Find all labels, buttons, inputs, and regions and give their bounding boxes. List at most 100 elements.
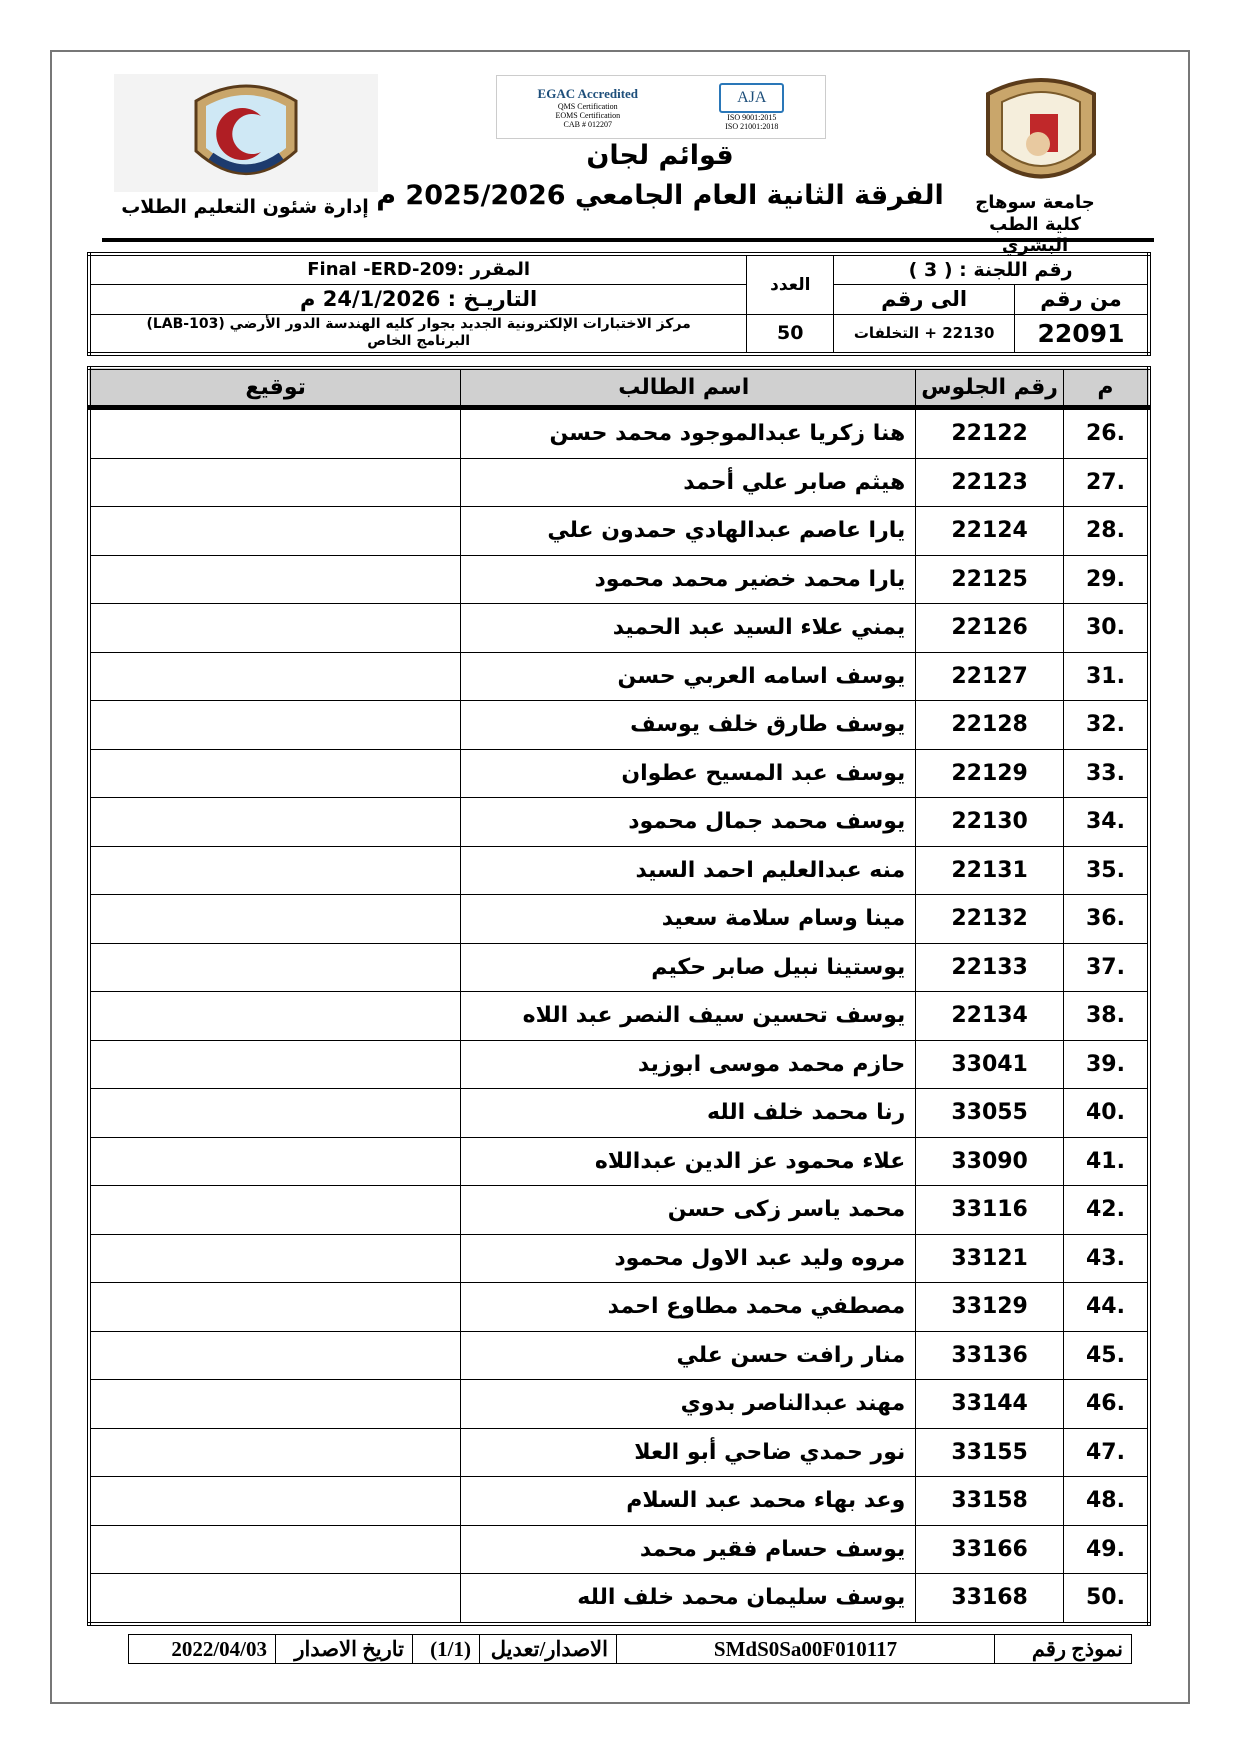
signature-cell[interactable] (88, 1039, 462, 1089)
page-frame (50, 50, 1190, 1704)
row-index: .29 (1062, 554, 1150, 604)
table-row: .37 22133 يوستينا نبيل صابر حكيم (88, 942, 1150, 992)
row-index: .44 (1062, 1282, 1150, 1332)
from-number: 22091 (1014, 313, 1150, 355)
table-row: .36 22132 مينا وسام سلامة سعيد (88, 894, 1150, 944)
student-affairs-dept: إدارة شئون التعليم الطلاب (121, 196, 369, 218)
seat-number: 22127 (915, 651, 1064, 701)
faculty-of-medicine-logo (114, 74, 378, 192)
table-row: .26 22122 هنا زكريا عبدالموجود محمد حسن (88, 407, 1150, 459)
signature-cell[interactable] (88, 1282, 462, 1332)
table-row: .41 33090 علاء محمود عز الدين عبداللاه (88, 1136, 1150, 1186)
student-name: يوسف حسام فقير محمد (460, 1524, 917, 1574)
row-index: .40 (1062, 1088, 1150, 1138)
signature-cell[interactable] (88, 1524, 462, 1574)
row-index: .32 (1062, 700, 1150, 750)
seat-number: 33129 (915, 1282, 1064, 1332)
signature-cell[interactable] (88, 1185, 462, 1235)
table-row: .31 22127 يوسف اسامه العربي حسن (88, 651, 1150, 701)
version-label: الاصدار/تعديل (479, 1634, 617, 1664)
signature-cell[interactable] (88, 603, 462, 653)
student-name: يوسف محمد جمال محمود (460, 797, 917, 847)
students-table: م رقم الجلوس اسم الطالب توقيع .26 22122 هن… (87, 366, 1151, 1626)
col-index: م (1062, 367, 1150, 410)
signature-cell[interactable] (88, 1233, 462, 1283)
signature-cell[interactable] (88, 1330, 462, 1380)
student-name: هنا زكريا عبدالموجود محمد حسن (460, 407, 917, 459)
row-index: .35 (1062, 845, 1150, 895)
exam-date: التاريـخ : 24/1/2026 م (88, 283, 748, 315)
table-row: .29 22125 يارا محمد خضير محمد محمود (88, 554, 1150, 604)
table-row: .38 22134 يوسف تحسين سيف النصر عبد اللاه (88, 991, 1150, 1041)
student-name: وعد بهاء محمد عبد السلام (460, 1476, 917, 1526)
student-name: يوسف طارق خلف يوسف (460, 700, 917, 750)
student-name: يارا عاصم عبدالهادي حمدون علي (460, 506, 917, 556)
table-row: .32 22128 يوسف طارق خلف يوسف (88, 700, 1150, 750)
seat-number: 33055 (915, 1088, 1064, 1138)
student-name: يوستينا نبيل صابر حكيم (460, 942, 917, 992)
seat-number: 22126 (915, 603, 1064, 653)
student-name: مروه وليد عبد الاول محمود (460, 1233, 917, 1283)
student-name: يوسف اسامه العربي حسن (460, 651, 917, 701)
seat-number: 33144 (915, 1379, 1064, 1429)
signature-cell[interactable] (88, 845, 462, 895)
table-row: .48 33158 وعد بهاء محمد عبد السلام (88, 1476, 1150, 1526)
table-row: .45 33136 منار رافت حسن علي (88, 1330, 1150, 1380)
signature-cell[interactable] (88, 991, 462, 1041)
signature-cell[interactable] (88, 651, 462, 701)
header-divider (102, 238, 1154, 242)
row-index: .39 (1062, 1039, 1150, 1089)
signature-cell[interactable] (88, 797, 462, 847)
committee-number: رقم اللجنة : ( 3 ) (833, 253, 1150, 285)
signature-cell[interactable] (88, 506, 462, 556)
seat-number: 33136 (915, 1330, 1064, 1380)
seat-number: 33121 (915, 1233, 1064, 1283)
table-row: .39 33041 حازم محمد موسى ابوزيد (88, 1039, 1150, 1089)
seat-number: 22128 (915, 700, 1064, 750)
signature-cell[interactable] (88, 457, 462, 507)
signature-cell[interactable] (88, 700, 462, 750)
count-label: العدد (746, 253, 835, 315)
student-name: مينا وسام سلامة سعيد (460, 894, 917, 944)
committee-info-table: رقم اللجنة : ( 3 ) العدد المقرر :Final -… (87, 252, 1151, 356)
signature-cell[interactable] (88, 1476, 462, 1526)
signature-cell[interactable] (88, 1427, 462, 1477)
student-name: منه عبدالعليم احمد السيد (460, 845, 917, 895)
signature-cell[interactable] (88, 1379, 462, 1429)
student-name: هيثم صابر علي أحمد (460, 457, 917, 507)
row-index: .28 (1062, 506, 1150, 556)
row-index: .37 (1062, 942, 1150, 992)
course: المقرر :Final -ERD-209 (88, 253, 748, 285)
signature-cell[interactable] (88, 942, 462, 992)
table-row: .42 33116 محمد ياسر زكى حسن (88, 1185, 1150, 1235)
table-row: .27 22123 هيثم صابر علي أحمد (88, 457, 1150, 507)
table-row: .33 22129 يوسف عبد المسيح عطوان (88, 748, 1150, 798)
row-index: .50 (1062, 1573, 1150, 1624)
student-name: رنا محمد خلف الله (460, 1088, 917, 1138)
signature-cell[interactable] (88, 1136, 462, 1186)
seat-number: 33116 (915, 1185, 1064, 1235)
location: مركز الاختبارات الإلكترونية الجديد بجوار… (88, 313, 748, 355)
signature-cell[interactable] (88, 894, 462, 944)
row-index: .36 (1062, 894, 1150, 944)
seat-number: 33090 (915, 1136, 1064, 1186)
signature-cell[interactable] (88, 1088, 462, 1138)
signature-cell[interactable] (88, 407, 462, 459)
row-index: .34 (1062, 797, 1150, 847)
student-name: يوسف عبد المسيح عطوان (460, 748, 917, 798)
signature-cell[interactable] (88, 554, 462, 604)
seat-number: 22122 (915, 407, 1064, 459)
row-index: .30 (1062, 603, 1150, 653)
table-header-row: م رقم الجلوس اسم الطالب توقيع (88, 367, 1150, 410)
faculty-name: كلية الطب البشري (989, 214, 1081, 256)
student-name: مهند عبدالناصر بدوي (460, 1379, 917, 1429)
student-name: محمد ياسر زكى حسن (460, 1185, 917, 1235)
signature-cell[interactable] (88, 748, 462, 798)
seat-number: 22131 (915, 845, 1064, 895)
student-name: منار رافت حسن علي (460, 1330, 917, 1380)
signature-cell[interactable] (88, 1573, 462, 1624)
aja-logo: AJA ISO 9001:2015 ISO 21001:2018 (719, 83, 785, 131)
to-number: 22130 + التخلفات (833, 313, 1015, 355)
form-number-label: نموذج رقم (994, 1634, 1132, 1664)
